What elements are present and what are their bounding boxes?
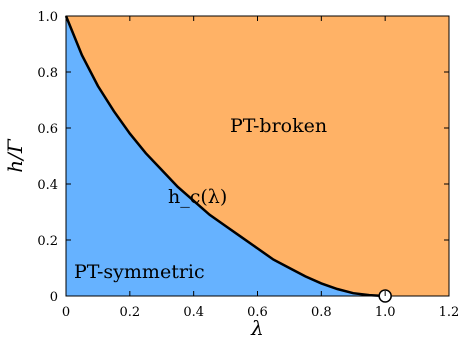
pt-broken-label: PT-broken [230, 115, 327, 137]
x-tick-label: 0.4 [183, 305, 204, 320]
x-axis-ticks: 0 0.2 0.4 0.6 0.8 1.0 1.2 [62, 16, 459, 320]
x-axis-label: λ [250, 316, 264, 340]
y-tick-label: 0.8 [37, 66, 58, 81]
plot-area [64, 15, 450, 303]
y-axis-label: h/Γ [3, 138, 27, 173]
y-tick-label: 1.0 [37, 10, 58, 25]
y-tick-label: 0 [50, 290, 58, 305]
pt-symmetric-label: PT-symmetric [74, 261, 205, 283]
y-tick-label: 0.2 [37, 234, 58, 249]
x-tick-label: 1.2 [439, 305, 460, 320]
x-tick-label: 1.0 [375, 305, 396, 320]
chart-labels: λ h/Γ PT-broken PT-symmetric h_c(λ) [3, 115, 327, 340]
x-tick-label: 0.8 [311, 305, 332, 320]
curve-label: h_c(λ) [168, 186, 227, 208]
pt-symmetric-region [66, 16, 386, 296]
critical-curve [64, 15, 386, 298]
y-tick-label: 0.6 [37, 122, 58, 137]
x-tick-label: 0.2 [119, 305, 140, 320]
x-tick-label: 0 [62, 305, 70, 320]
x-tick-label: 0.6 [247, 305, 268, 320]
y-tick-label: 0.4 [37, 178, 58, 193]
y-axis-ticks: 0 0.2 0.4 0.6 0.8 1.0 [37, 10, 449, 305]
